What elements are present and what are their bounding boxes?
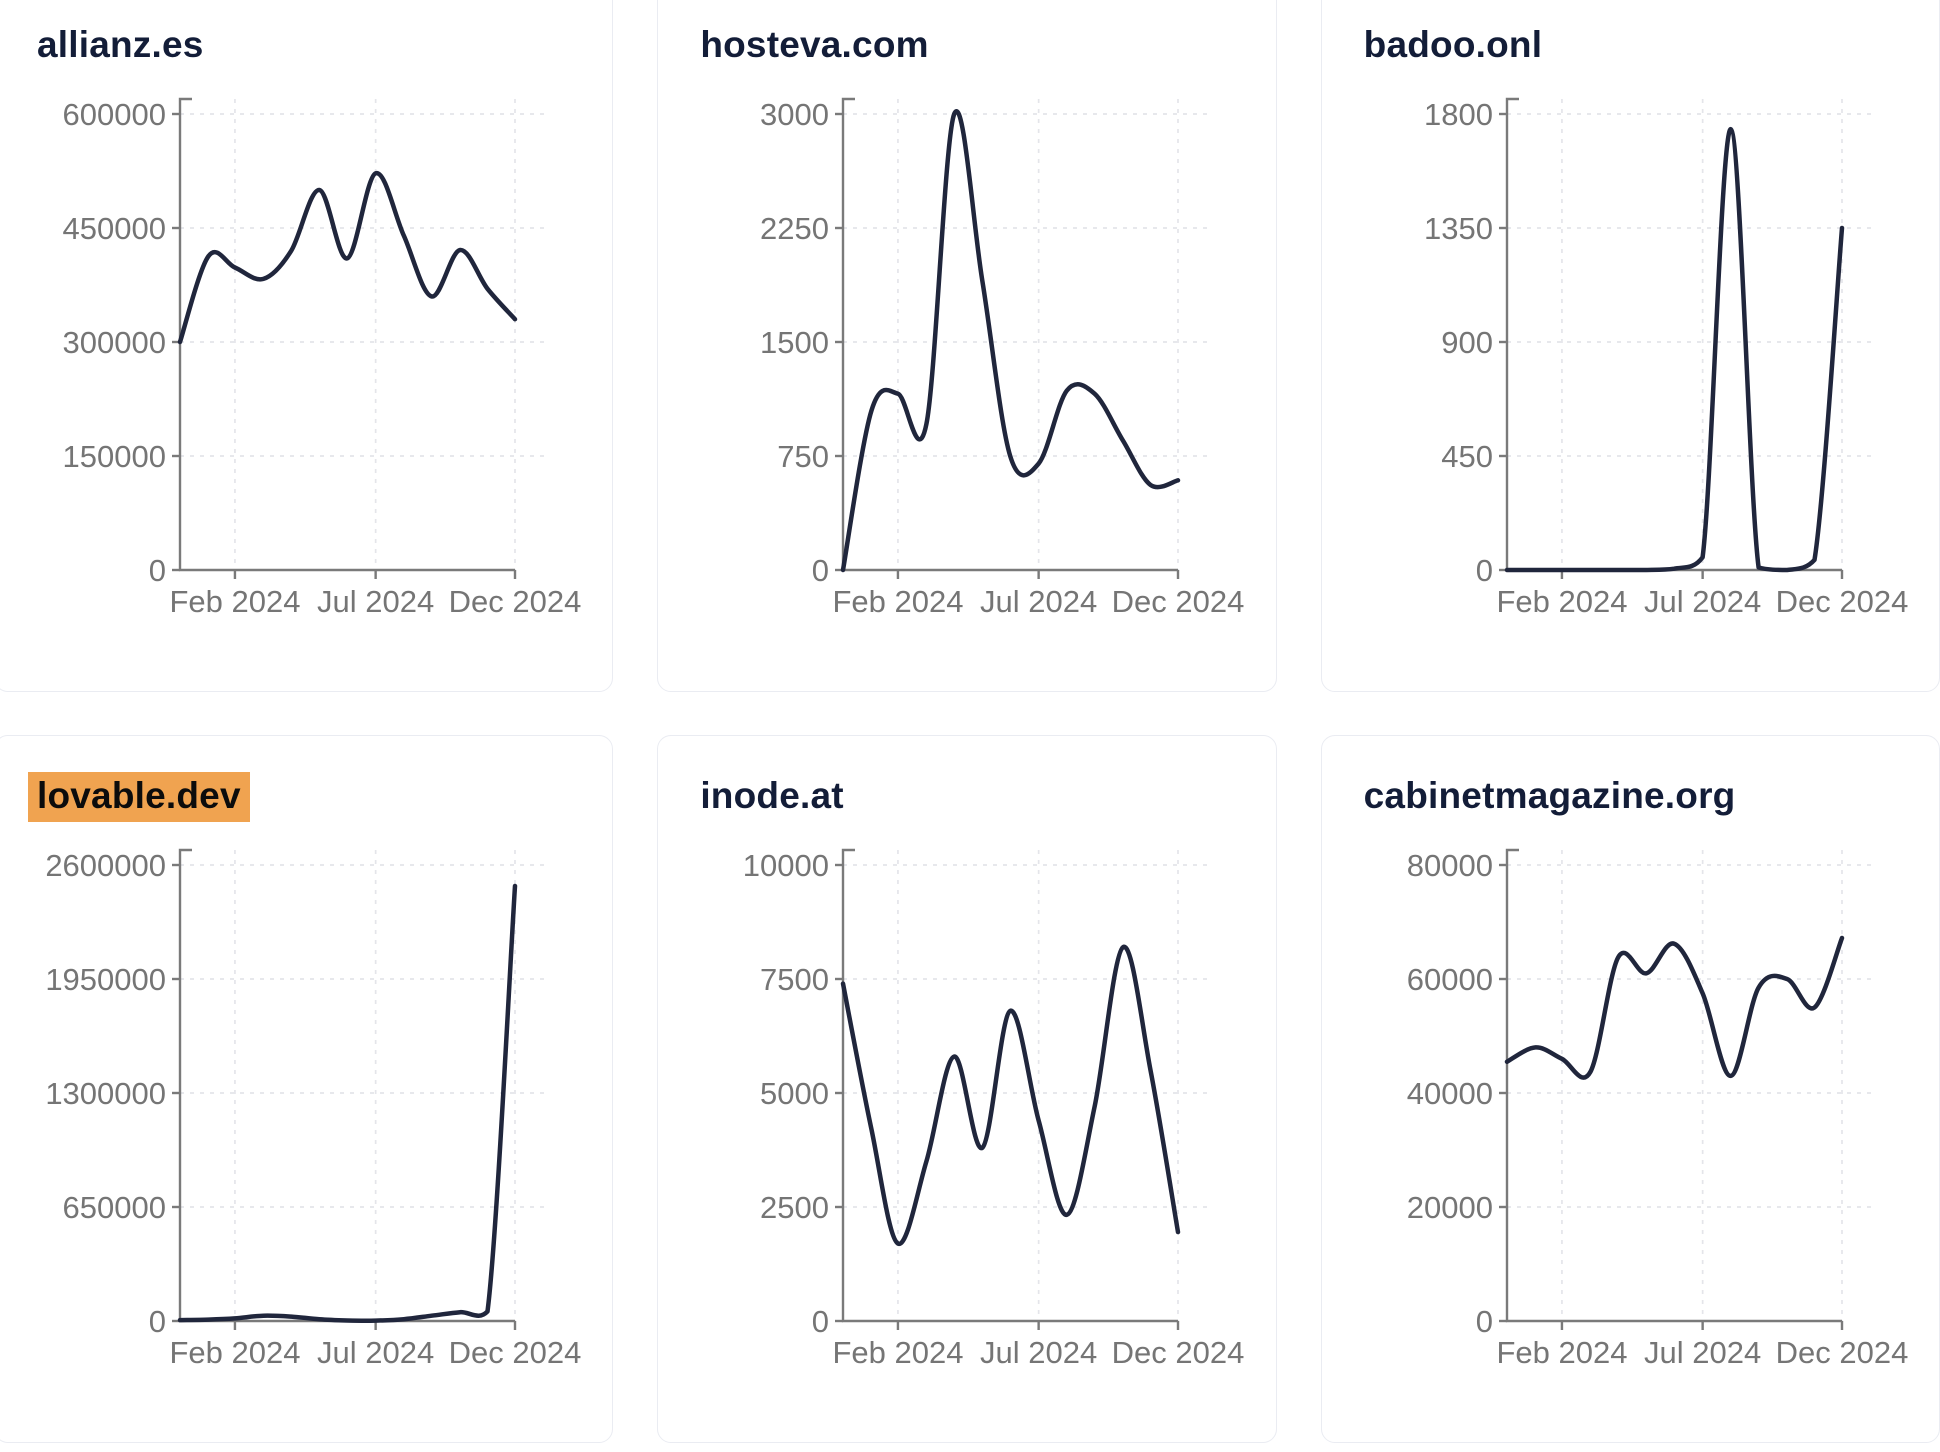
y-tick-label: 2500 (760, 1190, 829, 1225)
y-tick-label: 1800 (1424, 97, 1493, 132)
x-tick-label: Jul 2024 (317, 1335, 434, 1370)
x-tick-label: Feb 2024 (169, 584, 300, 619)
chart-card: allianz.es 600000 450000 300000 150000 0 Feb … (0, 0, 614, 692)
chart-title-row: badoo.onl (1364, 22, 1939, 70)
axis-domain (842, 848, 1179, 1323)
y-tick-label: 750 (778, 439, 830, 474)
x-tick-label: Feb 2024 (1496, 584, 1627, 619)
y-tick-label: 80000 (1406, 848, 1492, 883)
y-tick-label: 0 (149, 1304, 166, 1339)
axis-domain (842, 97, 1179, 572)
chart-title: hosteva.com (700, 24, 929, 65)
series-line (1504, 126, 1844, 573)
y-tick-label: 40000 (1406, 1076, 1492, 1111)
chart-card: inode.at 10000 7500 5000 2500 0 Feb 2024 Jul 2… (657, 735, 1277, 1443)
series-line (841, 944, 1181, 1246)
axis-domain (1505, 848, 1842, 1323)
y-tick-label: 0 (812, 1304, 829, 1339)
series-line (177, 171, 518, 345)
y-tick-label: 2600000 (45, 848, 166, 883)
x-tick-label: Feb 2024 (833, 1335, 964, 1370)
y-tick-label: 0 (1475, 553, 1492, 588)
axis-domain (178, 97, 515, 572)
series-line (177, 883, 518, 1324)
x-tick-label: Dec 2024 (1112, 1335, 1245, 1370)
chart-title: inode.at (700, 775, 844, 816)
x-tick-label: Feb 2024 (833, 584, 964, 619)
y-tick-label: 1300000 (45, 1076, 166, 1111)
chart-title: allianz.es (37, 24, 204, 65)
y-tick-label: 650000 (63, 1190, 166, 1225)
y-tick-label: 1500 (760, 325, 829, 360)
chart-title-row: lovable.dev (28, 772, 612, 822)
x-tick-label: Feb 2024 (169, 1335, 300, 1370)
chart-title-row: hosteva.com (700, 22, 1275, 70)
axis-domain (178, 848, 515, 1323)
series-line (841, 109, 1181, 573)
y-tick-label: 0 (149, 553, 166, 588)
y-tick-label: 60000 (1406, 962, 1492, 997)
y-tick-label: 450 (1441, 439, 1493, 474)
y-tick-label: 450000 (63, 211, 166, 246)
x-tick-label: Dec 2024 (1775, 1335, 1908, 1370)
y-tick-label: 300000 (63, 325, 166, 360)
x-tick-label: Jul 2024 (1644, 584, 1761, 619)
y-tick-label: 2250 (760, 211, 829, 246)
y-tick-label: 3000 (760, 97, 829, 132)
y-tick-label: 900 (1441, 325, 1493, 360)
x-tick-label: Dec 2024 (1775, 584, 1908, 619)
series-line (1504, 935, 1844, 1080)
y-tick-label: 600000 (63, 97, 166, 132)
y-tick-label: 150000 (63, 439, 166, 474)
x-tick-label: Dec 2024 (449, 1335, 582, 1370)
x-tick-label: Jul 2024 (317, 584, 434, 619)
chart-title-row: inode.at (700, 773, 1275, 821)
x-tick-label: Feb 2024 (1496, 1335, 1627, 1370)
y-tick-label: 20000 (1406, 1190, 1492, 1225)
chart-card: badoo.onl 1800 1350 900 450 0 Feb 2024 Jul 202… (1320, 0, 1940, 692)
y-tick-label: 1350 (1424, 211, 1493, 246)
y-tick-label: 7500 (760, 962, 829, 997)
x-tick-label: Jul 2024 (1644, 1335, 1761, 1370)
x-tick-label: Dec 2024 (1112, 584, 1245, 619)
y-tick-label: 5000 (760, 1076, 829, 1111)
x-tick-label: Jul 2024 (980, 1335, 1097, 1370)
x-tick-label: Jul 2024 (980, 584, 1097, 619)
chart-card: hosteva.com 3000 2250 1500 750 0 Feb 2024 Jul … (657, 0, 1277, 692)
chart-title-row: allianz.es (37, 22, 612, 70)
chart-title-row: cabinetmagazine.org (1364, 773, 1939, 821)
chart-title: badoo.onl (1363, 24, 1543, 65)
chart-title: cabinetmagazine.org (1363, 775, 1736, 816)
y-tick-label: 1950000 (45, 962, 166, 997)
y-tick-label: 0 (812, 553, 829, 588)
chart-card: cabinetmagazine.org 80000 60000 40000 20000… (1320, 735, 1940, 1443)
chart-card: lovable.dev 2600000 1950000 1300000 650000 0… (0, 735, 614, 1443)
y-tick-label: 0 (1475, 1304, 1492, 1339)
y-tick-label: 10000 (743, 848, 829, 883)
x-tick-label: Dec 2024 (449, 584, 582, 619)
chart-title-highlighted: lovable.dev (28, 772, 250, 822)
axis-domain (1505, 97, 1842, 572)
